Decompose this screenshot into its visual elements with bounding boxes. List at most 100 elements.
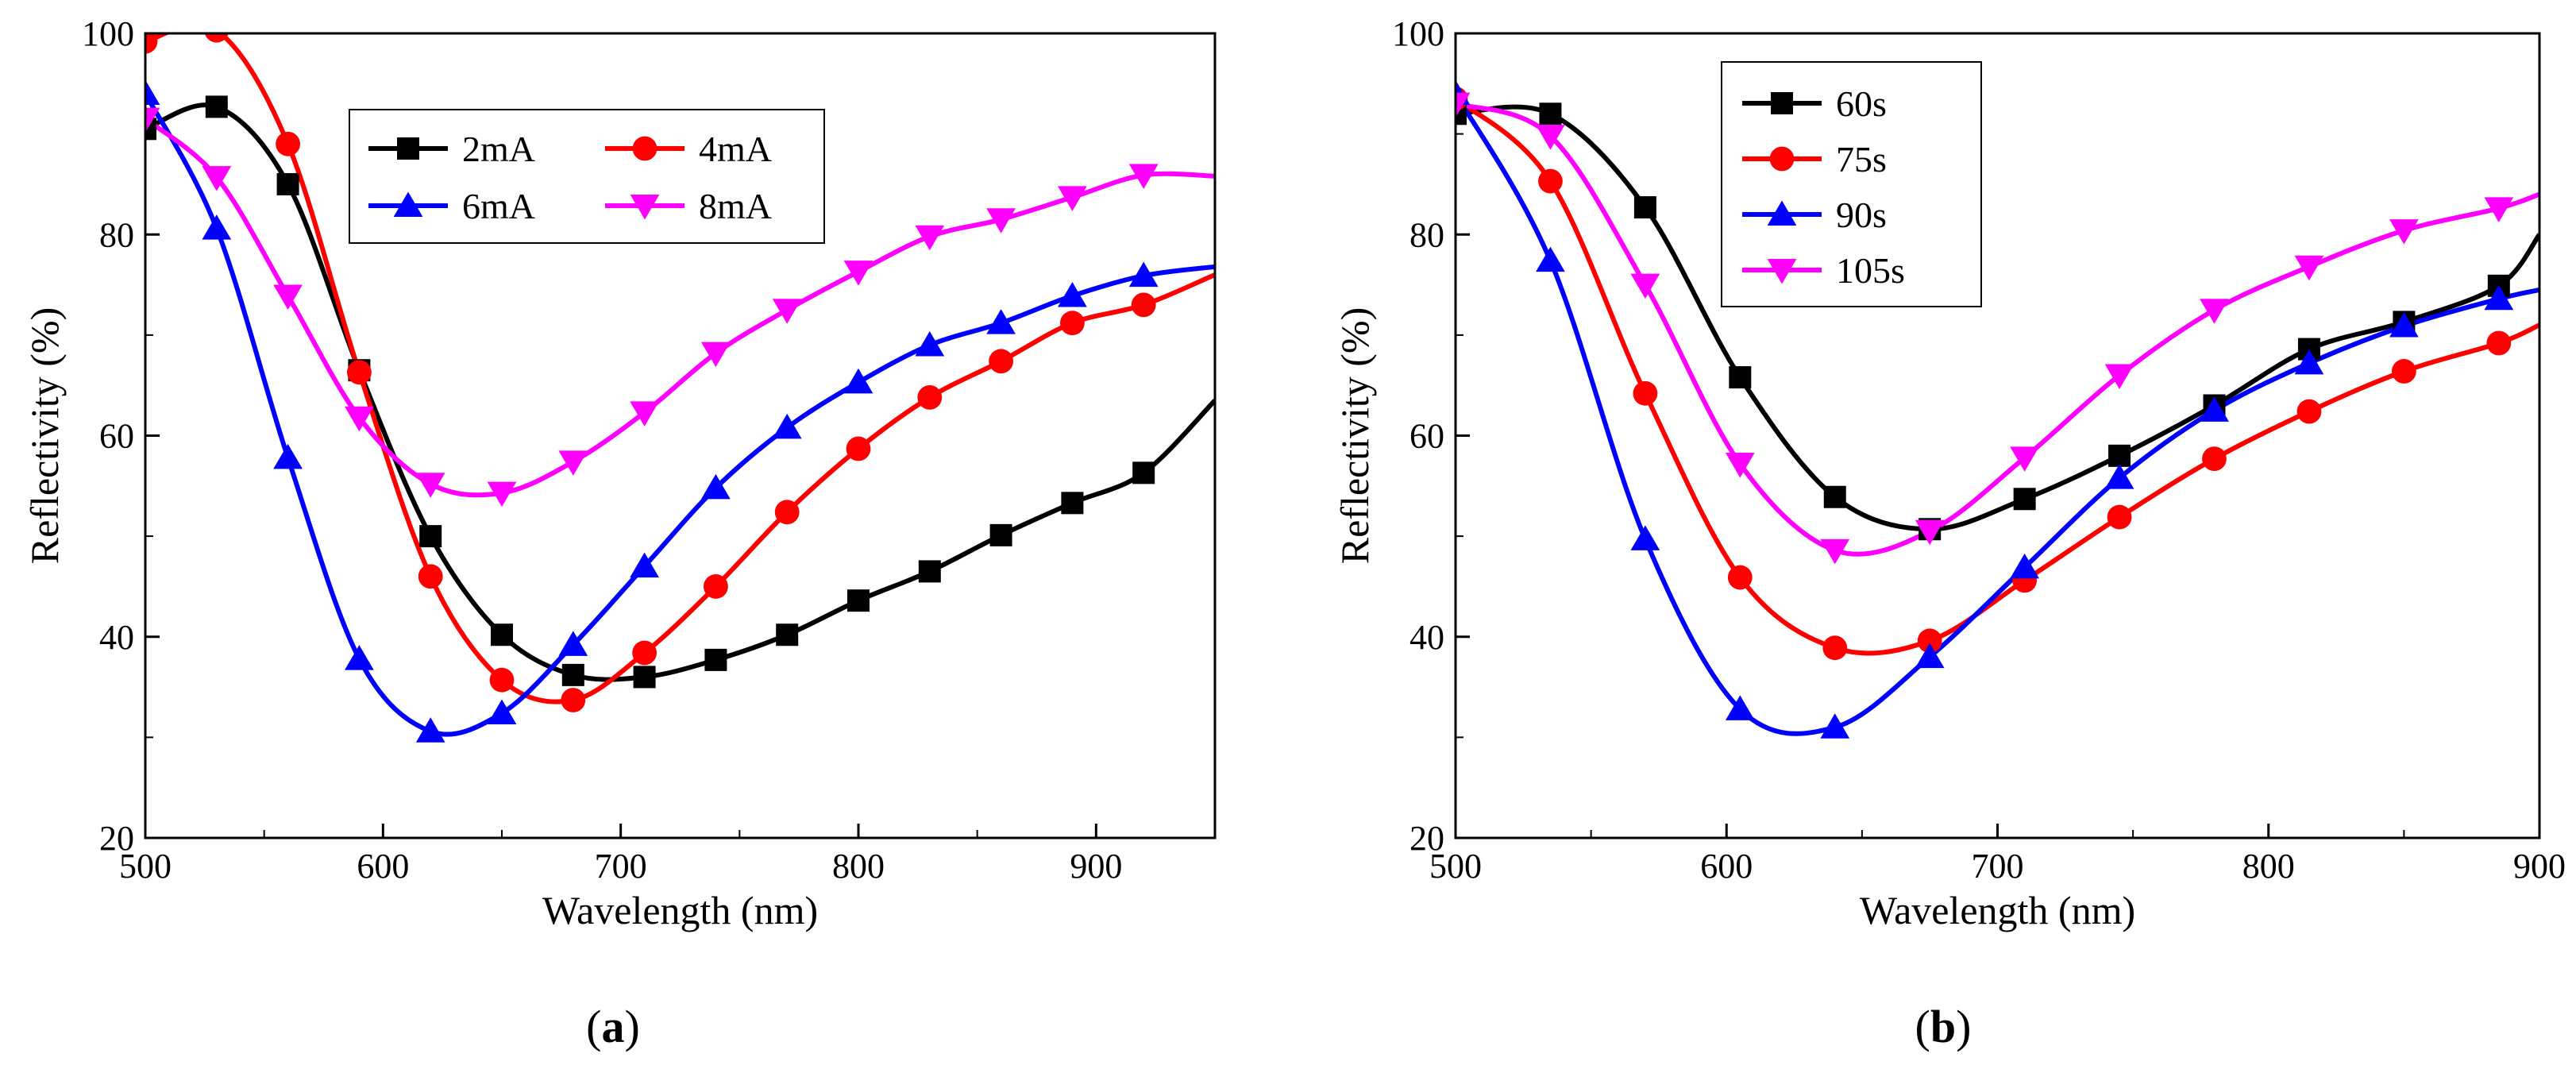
panel-a-series-layer: [145, 33, 1215, 743]
data-point-6mA: [345, 645, 374, 670]
data-point-60s: [2108, 444, 2131, 467]
data-point-2mA: [847, 589, 870, 612]
series-line-90s: [1456, 92, 2539, 736]
panel-b-y-tick-label: 100: [1392, 14, 1444, 53]
legend-marker-8mA: [630, 195, 660, 220]
data-point-4mA: [1131, 292, 1156, 318]
panel-b-y-tick-label: 20: [1409, 819, 1444, 858]
panel-b-y-axis-label: Reflectivity (%): [1332, 307, 1377, 565]
panel-b-series-clip: [1456, 79, 2539, 739]
panel-a: 500 600 700 800 900 20 40 60 80 100 Wavelength (…: [22, 14, 1217, 1052]
panel-a-y-tick-label: 60: [99, 417, 134, 456]
data-point-75s: [1633, 380, 1658, 406]
panel-a-x-tick-label: 800: [832, 847, 885, 886]
panel-b-x-axis-label: Wavelength (nm): [1860, 888, 2135, 932]
data-point-8mA: [345, 406, 374, 432]
data-point-8mA: [630, 401, 659, 426]
data-point-4mA: [632, 640, 657, 666]
data-point-90s: [1630, 525, 1660, 550]
data-point-105s: [1536, 125, 1565, 150]
panel-b-x-tick-label: 600: [1700, 847, 1753, 886]
data-point-4mA: [204, 33, 229, 43]
data-point-6mA: [1058, 281, 1087, 307]
data-point-90s: [2200, 396, 2229, 422]
panel-a-x-tick-label: 600: [357, 847, 409, 886]
legend-marker-2mA: [397, 137, 419, 160]
data-point-75s: [2391, 359, 2416, 384]
panel-b-legend: 60s 75s 90s 105s: [1721, 61, 1982, 307]
legend-marker-60s: [1771, 92, 1793, 114]
legend-marker-90s: [1767, 200, 1797, 226]
data-point-2mA: [989, 523, 1012, 546]
data-point-2mA: [633, 666, 656, 689]
data-point-4mA: [917, 384, 943, 410]
data-point-8mA: [1128, 164, 1159, 190]
data-point-105s: [2389, 219, 2419, 245]
data-point-4mA: [989, 349, 1013, 374]
data-point-4mA: [276, 131, 300, 156]
data-point-4mA: [489, 667, 515, 693]
legend-label-75s: 75s: [1836, 139, 1887, 179]
data-point-90s: [2294, 349, 2324, 375]
legend-label-6mA: 6mA: [462, 186, 535, 226]
data-point-90s: [2010, 553, 2039, 579]
panel-b-y-tick-label: 80: [1409, 215, 1444, 254]
legend-label-90s: 90s: [1836, 195, 1887, 235]
data-point-90s: [2484, 284, 2514, 311]
panel-b-x-tick-label: 500: [1429, 847, 1482, 886]
panel-a-x-tick-label: 900: [1070, 847, 1122, 886]
data-point-105s: [1820, 538, 1850, 565]
data-point-75s: [2202, 446, 2227, 472]
data-point-6mA: [630, 552, 659, 578]
panel-a-y-tick-label: 80: [99, 215, 134, 254]
data-point-105s: [1725, 452, 1755, 478]
data-point-6mA: [415, 717, 445, 743]
data-point-8mA: [843, 261, 873, 286]
data-point-60s: [2013, 488, 2036, 511]
data-point-75s: [1917, 628, 1942, 654]
data-point-75s: [1727, 565, 1753, 590]
panel-a-legend-box: [349, 109, 825, 244]
data-point-105s: [2010, 446, 2039, 472]
data-point-4mA: [418, 564, 443, 589]
data-point-105s: [2104, 364, 2134, 390]
data-point-90s: [2104, 464, 2134, 489]
panel-b-x-tick-label: 900: [2513, 847, 2566, 886]
data-point-8mA: [701, 342, 731, 368]
data-point-2mA: [419, 525, 442, 548]
panel-b-y-tick-label: 60: [1409, 417, 1444, 456]
data-point-75s: [2296, 399, 2322, 424]
data-point-105s: [1915, 519, 1945, 546]
panel-a-y-tick-label: 100: [82, 14, 134, 53]
data-point-90s: [2389, 311, 2419, 338]
panel-a-x-axis: 500 600 700 800 900: [119, 824, 1122, 886]
panel-b-y-tick-label: 40: [1409, 618, 1444, 657]
data-point-75s: [2486, 330, 2512, 356]
data-point-60s: [1539, 102, 1562, 125]
data-point-6mA: [145, 79, 160, 105]
data-point-4mA: [1060, 311, 1085, 336]
data-point-90s: [1725, 695, 1755, 720]
data-point-2mA: [205, 95, 228, 118]
legend-marker-105s: [1767, 259, 1797, 284]
data-point-8mA: [415, 473, 445, 498]
data-point-8mA: [273, 284, 303, 310]
data-point-90s: [1915, 643, 1945, 669]
panel-b-x-tick-label: 700: [1972, 847, 2024, 886]
data-point-90s: [1820, 713, 1850, 739]
data-point-90s: [1536, 246, 1565, 272]
panel-a-x-axis-label: Wavelength (nm): [542, 888, 818, 932]
data-point-8mA: [772, 299, 802, 324]
data-point-2mA: [276, 172, 299, 195]
panel-a-x-tick-label: 500: [119, 847, 172, 886]
panel-b-label: (b): [1915, 1001, 1972, 1052]
legend-label-2mA: 2mA: [462, 129, 535, 169]
data-point-8mA: [202, 166, 232, 191]
legend-marker-4mA: [632, 136, 657, 161]
data-point-105s: [1630, 273, 1660, 299]
data-point-6mA: [772, 413, 802, 439]
data-point-8mA: [487, 481, 517, 508]
legend-label-105s: 105s: [1836, 250, 1905, 291]
